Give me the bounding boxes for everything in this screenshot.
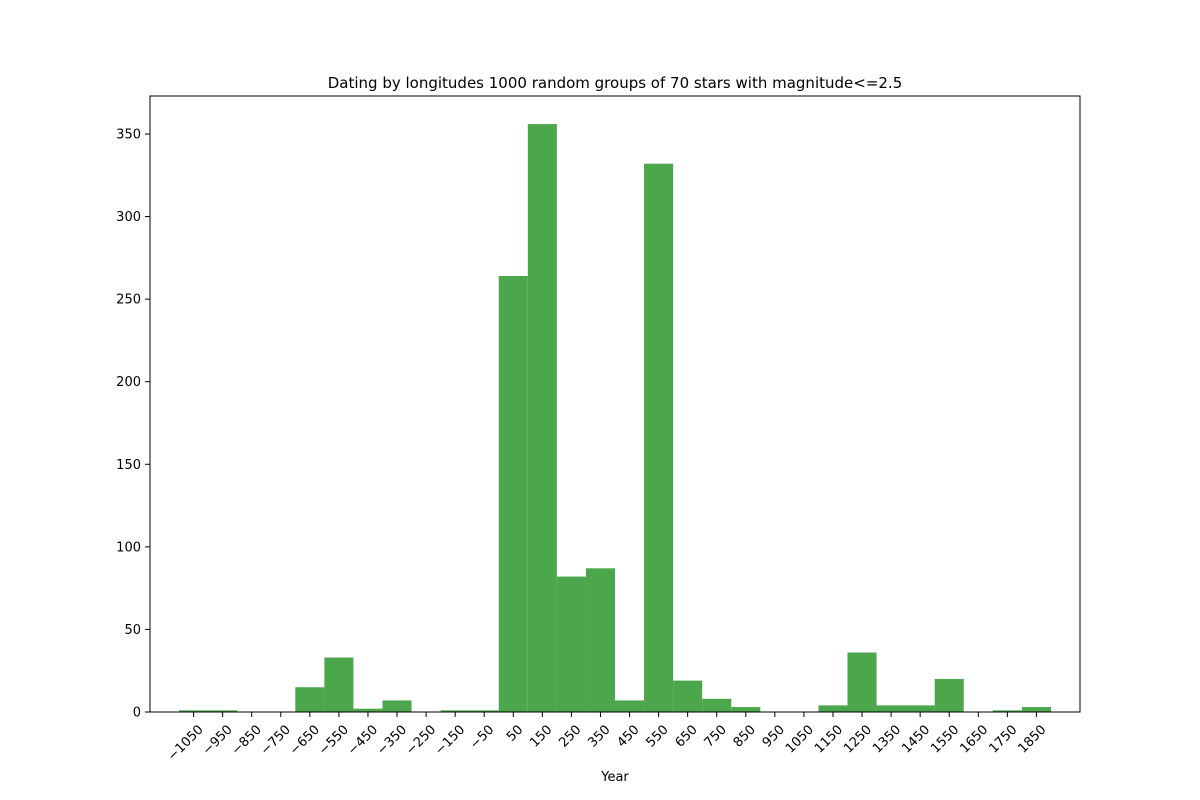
x-tick-label-9: −150 bbox=[432, 722, 468, 758]
x-tick-label-22: 1150 bbox=[812, 722, 846, 756]
y-tick-label-5: 250 bbox=[116, 293, 141, 308]
x-tick-label-21: 1050 bbox=[783, 722, 817, 756]
bar-15 bbox=[818, 705, 848, 712]
bar-14 bbox=[731, 707, 761, 712]
x-tick-label-26: 1550 bbox=[928, 722, 962, 756]
bar-3 bbox=[353, 708, 383, 712]
x-tick-label-2: −850 bbox=[229, 722, 265, 758]
x-tick-label-14: 350 bbox=[585, 722, 613, 750]
bars-group bbox=[179, 124, 1051, 712]
bar-6 bbox=[498, 276, 528, 712]
x-tick-label-25: 1450 bbox=[899, 722, 933, 756]
x-tick-label-28: 1750 bbox=[986, 722, 1020, 756]
bar-18 bbox=[934, 678, 964, 712]
bar-17 bbox=[876, 705, 935, 712]
x-tick-label-29: 1850 bbox=[1015, 722, 1049, 756]
x-tick-label-3: −750 bbox=[258, 722, 294, 758]
y-tick-label-0: 0 bbox=[133, 706, 141, 721]
bar-16 bbox=[847, 652, 877, 712]
x-tick-label-11: 50 bbox=[504, 722, 526, 744]
bar-13 bbox=[702, 698, 732, 712]
x-tick-label-19: 850 bbox=[731, 722, 759, 750]
chart-title: Dating by longitudes 1000 random groups … bbox=[328, 74, 903, 92]
plot-frame bbox=[149, 95, 1081, 713]
bar-12 bbox=[673, 680, 703, 712]
bar-9 bbox=[585, 568, 615, 712]
y-tick-label-1: 50 bbox=[124, 623, 141, 638]
x-tick-label-15: 450 bbox=[614, 722, 642, 750]
bar-19 bbox=[992, 710, 1022, 712]
x-tick-label-10: −50 bbox=[467, 722, 497, 752]
bar-5 bbox=[440, 710, 499, 712]
x-tick-label-24: 1350 bbox=[870, 722, 904, 756]
y-tick-label-3: 150 bbox=[116, 458, 141, 473]
bar-2 bbox=[324, 657, 354, 712]
x-axis: −1050−950−850−750−650−550−450−350−250−15… bbox=[165, 712, 1049, 764]
x-tick-label-23: 1250 bbox=[841, 722, 875, 756]
y-tick-label-4: 200 bbox=[116, 375, 141, 390]
bar-1 bbox=[295, 687, 325, 712]
y-axis: 0 50 100 150 200 250 300 350 bbox=[116, 127, 150, 721]
bar-11 bbox=[644, 163, 674, 712]
x-tick-label-7: −350 bbox=[374, 722, 410, 758]
x-tick-label-13: 250 bbox=[556, 722, 584, 750]
x-tick-label-16: 550 bbox=[643, 722, 671, 750]
x-tick-label-8: −250 bbox=[403, 722, 439, 758]
x-tick-label-6: −450 bbox=[345, 722, 381, 758]
bar-7 bbox=[527, 124, 557, 712]
x-tick-label-1: −950 bbox=[200, 722, 236, 758]
y-tick-label-6: 300 bbox=[116, 210, 141, 225]
bar-20 bbox=[1021, 707, 1051, 712]
x-tick-label-17: 650 bbox=[673, 722, 701, 750]
x-tick-label-0: −1050 bbox=[165, 722, 207, 764]
x-tick-label-18: 750 bbox=[702, 722, 730, 750]
x-tick-label-4: −650 bbox=[287, 722, 323, 758]
y-tick-label-2: 100 bbox=[116, 540, 141, 555]
y-tick-label-7: 350 bbox=[116, 127, 141, 142]
bar-4 bbox=[382, 700, 412, 712]
x-tick-label-5: −550 bbox=[316, 722, 352, 758]
bar-10 bbox=[615, 700, 645, 712]
x-axis-label: Year bbox=[600, 770, 629, 785]
x-tick-label-27: 1650 bbox=[957, 722, 991, 756]
bar-8 bbox=[556, 576, 586, 712]
x-tick-label-12: 150 bbox=[527, 722, 555, 750]
bar-0 bbox=[179, 710, 238, 712]
